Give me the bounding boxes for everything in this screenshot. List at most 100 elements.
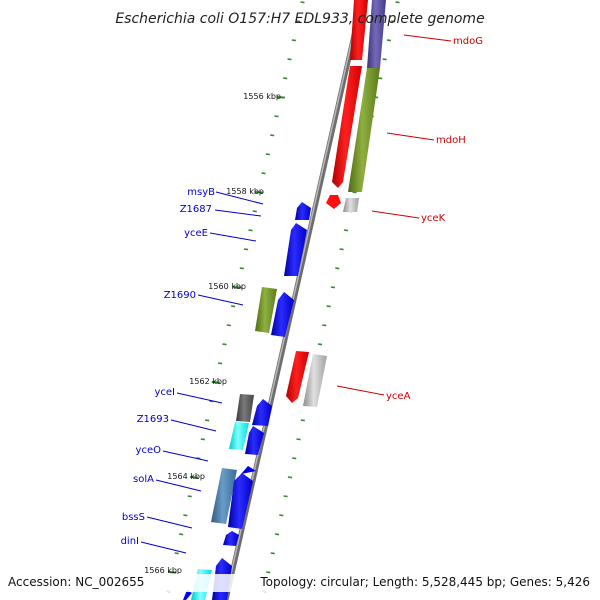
minor-tick — [209, 400, 214, 403]
minor-tick — [204, 419, 210, 422]
minor-tick — [343, 229, 349, 232]
gene-label-ycea[interactable]: yceA — [386, 391, 411, 402]
kbp-label: 1556 kbp — [243, 92, 281, 101]
major-tick — [255, 191, 264, 194]
kbp-label: 1566 kbp — [144, 566, 182, 575]
gene-ycei-dark[interactable] — [236, 394, 254, 422]
gene-label-msyb[interactable]: msyB — [187, 187, 215, 198]
gene-label-ycei[interactable]: yceI — [154, 387, 175, 398]
minor-tick — [200, 438, 205, 441]
footer-band — [0, 574, 600, 592]
gene-mdoh-red[interactable] — [332, 66, 362, 188]
minor-tick — [283, 77, 288, 80]
gene-label-mdog[interactable]: mdoG — [453, 36, 483, 47]
minor-tick — [283, 495, 288, 498]
minor-tick — [292, 457, 297, 460]
minor-tick — [187, 495, 192, 498]
minor-tick — [339, 248, 344, 251]
minor-tick — [287, 58, 292, 61]
minor-tick — [352, 191, 357, 194]
gene-label-z1690[interactable]: Z1690 — [164, 290, 196, 301]
minor-tick — [266, 571, 271, 574]
gene-dini[interactable] — [223, 531, 239, 546]
gene-label-dini[interactable]: dinI — [121, 536, 139, 547]
minor-tick — [296, 20, 301, 23]
kbp-label: 1562 kbp — [189, 377, 227, 386]
gene-z1687[interactable] — [295, 202, 311, 220]
gene-ycei-blue[interactable] — [252, 399, 272, 426]
minor-tick — [274, 115, 279, 118]
minor-tick — [217, 362, 223, 365]
gene-sola-steel[interactable] — [211, 468, 237, 524]
minor-tick — [248, 229, 253, 232]
gene-label-mdoh[interactable]: mdoH — [436, 135, 466, 146]
gene-label-ycek[interactable]: yceK — [421, 213, 446, 224]
gene-ycek-red[interactable] — [326, 195, 341, 209]
gene-z1693-cyan[interactable] — [229, 422, 249, 450]
minor-tick — [287, 476, 293, 479]
minor-tick — [174, 552, 179, 555]
gene-label-sola[interactable]: solA — [133, 474, 154, 485]
minor-tick — [391, 20, 396, 23]
major-tick — [190, 476, 199, 479]
gene-label-z1693[interactable]: Z1693 — [137, 414, 169, 425]
tick-track-forward — [261, 1, 400, 593]
scale-labels: 1556 kbp 1558 kbp 1560 kbp 1562 kbp 1564… — [144, 92, 281, 575]
minor-tick — [296, 438, 301, 441]
minor-tick — [178, 533, 184, 536]
kbp-label: 1560 kbp — [208, 282, 246, 291]
minor-tick — [300, 419, 305, 422]
forward-gene-labels: mdoG mdoH yceK yceA — [336, 34, 483, 402]
major-tick — [276, 96, 285, 99]
minor-tick — [300, 1, 305, 4]
minor-tick — [382, 58, 387, 61]
genome-summary: Topology: circular; Length: 5,528,445 bp… — [259, 575, 590, 589]
minor-tick — [386, 39, 392, 42]
minor-tick — [291, 39, 297, 42]
minor-tick — [335, 267, 340, 270]
gene-yceo[interactable] — [241, 466, 256, 474]
minor-tick — [265, 153, 270, 156]
gene-z1690-blue[interactable] — [271, 292, 294, 337]
gene-label-ycee[interactable]: yceE — [184, 228, 208, 239]
minor-tick — [243, 248, 249, 251]
gene-mdog-slate[interactable] — [367, 0, 386, 68]
major-tick — [233, 286, 242, 289]
minor-tick — [395, 1, 400, 4]
gene-label-yceo[interactable]: yceO — [136, 445, 162, 456]
gene-ycee[interactable] — [284, 223, 307, 276]
minor-tick — [274, 533, 280, 536]
minor-tick — [239, 267, 244, 270]
minor-tick — [183, 514, 188, 517]
minor-tick — [230, 305, 236, 308]
major-tick — [211, 381, 220, 384]
gene-z1693-blue[interactable] — [245, 426, 264, 455]
gene-mdog-part[interactable] — [350, 0, 368, 60]
reverse-gene-labels: msyB Z1687 yceE Z1690 yceI Z1693 yceO so… — [121, 187, 264, 554]
minor-tick — [322, 324, 327, 327]
kbp-label: 1564 kbp — [167, 472, 205, 481]
gene-ycea-red[interactable] — [286, 351, 309, 403]
minor-tick — [317, 343, 323, 346]
tick-track-reverse — [165, 1, 305, 593]
minor-tick — [270, 134, 275, 137]
minor-tick — [226, 324, 231, 327]
minor-tick — [378, 77, 383, 80]
kbp-label: 1558 kbp — [226, 187, 264, 196]
gene-z1690-olive[interactable] — [255, 287, 277, 333]
minor-tick — [279, 514, 284, 517]
minor-tick — [326, 305, 331, 308]
minor-tick — [270, 552, 275, 555]
minor-tick — [252, 210, 257, 213]
gene-mdoh-olive[interactable] — [348, 68, 380, 192]
minor-tick — [261, 172, 266, 175]
gene-ycek-grey[interactable] — [343, 198, 359, 212]
gene-ycea-grey[interactable] — [303, 354, 327, 407]
gene-label-bsss[interactable]: bssS — [122, 512, 145, 523]
map-title: Escherichia coli O157:H7 EDL933, complet… — [115, 11, 484, 27]
gene-label-z1687[interactable]: Z1687 — [180, 204, 212, 215]
gene-small-bottom[interactable] — [183, 590, 192, 600]
gene-sola-blue[interactable] — [228, 473, 253, 529]
minor-tick — [222, 343, 227, 346]
